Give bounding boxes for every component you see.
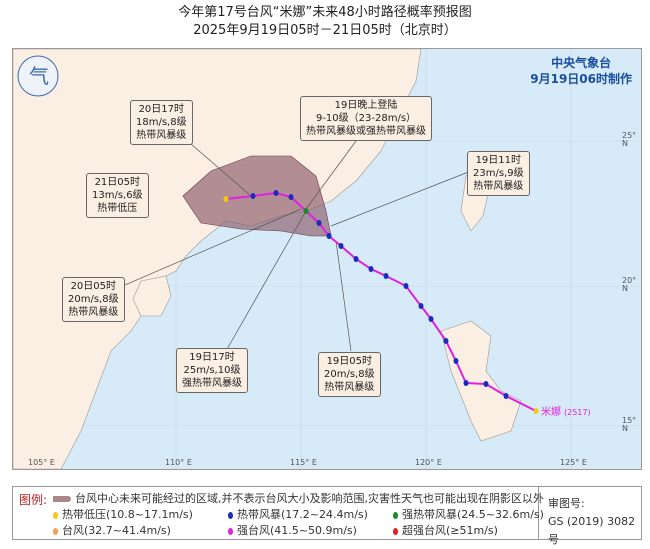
review-number: 审图号: GS (2019) 3082号 bbox=[548, 497, 636, 546]
cone-swatch-icon bbox=[53, 496, 71, 502]
track-point bbox=[338, 243, 344, 249]
lat-tick: 15° N bbox=[622, 416, 637, 433]
track-point bbox=[326, 233, 332, 239]
map-title: 今年第17号台风“米娜”未来48小时路径概率预报图 2025年9月19日05时－… bbox=[0, 4, 650, 40]
track-point bbox=[418, 303, 424, 309]
track-point bbox=[353, 256, 359, 262]
typhoon-label: 米娜 bbox=[541, 405, 561, 418]
track-point bbox=[223, 196, 229, 202]
callout-19d05h: 19日05时 20m/s,8级 热带风暴级 bbox=[318, 352, 381, 397]
track-point bbox=[368, 266, 374, 272]
callout-19d17h: 19日17时 25m/s,10级 强热带风暴级 bbox=[176, 348, 248, 393]
callout-lines bbox=[110, 130, 472, 352]
lon-tick: 105° E bbox=[28, 458, 55, 467]
legend-item: 热带低压(10.8~17.1m/s) bbox=[53, 506, 193, 522]
cone-desc: 台风中心未来可能经过的区域,并不表示台风大小及影响范围,灾害性天气也可能出现在阴… bbox=[75, 492, 544, 505]
agency-name: 中央气象台 bbox=[551, 56, 612, 70]
track-point bbox=[303, 208, 309, 214]
lat-tick: 20° N bbox=[622, 276, 637, 293]
hainan bbox=[132, 275, 172, 317]
track-point bbox=[533, 408, 539, 414]
track-point bbox=[250, 193, 256, 199]
legend: 图例: 台风中心未来可能经过的区域,并不表示台风大小及影响范围,灾害性天气也可能… bbox=[12, 486, 642, 546]
legend-item: 强热带风暴(24.5~32.6m/s) bbox=[393, 506, 544, 522]
lat-tick: 25° N bbox=[622, 131, 637, 148]
legend-item: 热带风暴(17.2~24.4m/s) bbox=[228, 506, 368, 522]
legend-item: 强台风(41.5~50.9m/s) bbox=[228, 522, 357, 538]
cma-logo bbox=[17, 55, 59, 97]
legend-title: 图例: bbox=[19, 493, 48, 507]
track-point bbox=[383, 273, 389, 279]
track-point bbox=[483, 381, 489, 387]
track-point bbox=[316, 220, 322, 226]
title: 今年第17号台风“米娜”未来48小时路径概率预报图 bbox=[178, 5, 472, 20]
agency-block: 中央气象台 9月19日06时制作 bbox=[530, 55, 632, 87]
track-point bbox=[503, 393, 509, 399]
issue-time: 9月19日06时制作 bbox=[530, 72, 632, 86]
track-point bbox=[403, 283, 409, 289]
callout-landfall: 19日晚上登陆 9-10级（23-28m/s） 热带风暴级或强热带风暴级 bbox=[300, 96, 432, 141]
track-point bbox=[443, 338, 449, 344]
callout-21d05h: 21日05时 13m/s,6级 热带低压 bbox=[86, 173, 149, 218]
legend-item: 超强台风(≥51m/s) bbox=[393, 522, 498, 538]
track-point bbox=[453, 358, 459, 364]
lon-tick: 125° E bbox=[560, 458, 587, 467]
typhoon-code: (2517) bbox=[564, 408, 591, 417]
svg-text:气: 气 bbox=[29, 64, 49, 88]
track-point bbox=[273, 190, 279, 196]
lon-tick: 115° E bbox=[290, 458, 317, 467]
forecast-track bbox=[225, 191, 537, 412]
callout-20d05h: 20日05时 20m/s,8级 热带风暴级 bbox=[62, 277, 125, 322]
legend-item: 台风(32.7~41.4m/s) bbox=[53, 522, 171, 538]
luzon bbox=[440, 320, 522, 442]
lon-tick: 120° E bbox=[415, 458, 442, 467]
track-point bbox=[463, 380, 469, 386]
callout-20d17h: 20日17时 18m/s,8级 热带风暴级 bbox=[130, 100, 193, 145]
subtitle: 2025年9月19日05时－21日05时（北京时） bbox=[193, 23, 457, 38]
track-point bbox=[288, 194, 294, 200]
lon-tick: 110° E bbox=[165, 458, 192, 467]
callout-19d11h: 19日11时 23m/s,9级 热带风暴级 bbox=[467, 151, 530, 196]
track-point bbox=[428, 316, 434, 322]
